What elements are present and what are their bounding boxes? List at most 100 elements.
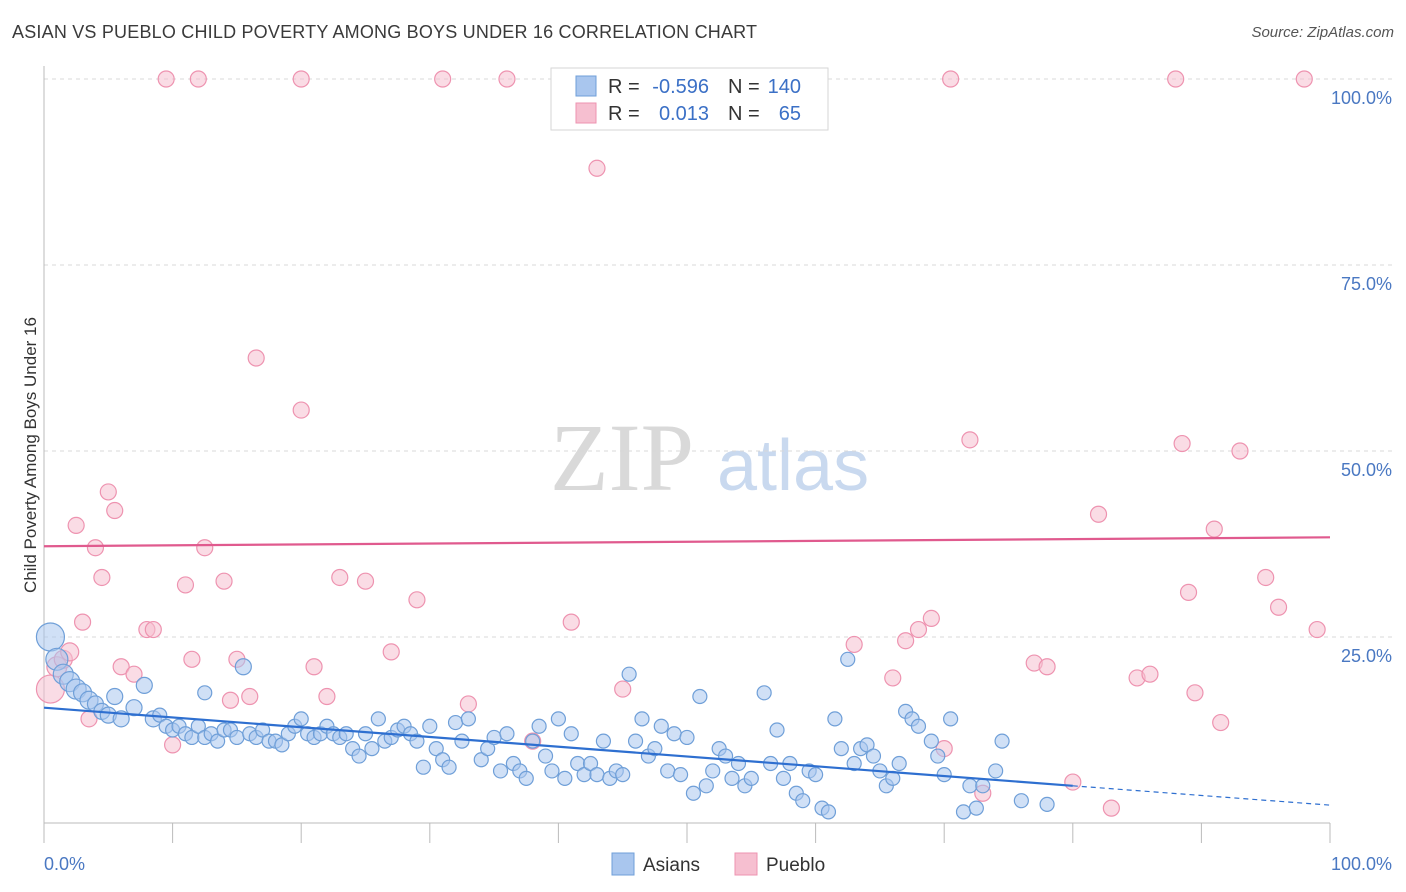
asian-point xyxy=(820,804,837,820)
asian-trend-line xyxy=(43,706,1073,787)
pueblo-point xyxy=(1102,799,1120,817)
asian-point xyxy=(544,763,560,779)
asian-point xyxy=(357,726,374,742)
pueblo-point xyxy=(1064,773,1082,791)
pueblo-point xyxy=(157,70,175,88)
asian-point xyxy=(582,755,599,772)
asian-point xyxy=(210,733,226,749)
asian-point xyxy=(364,740,380,757)
asian-point xyxy=(679,729,695,746)
asian-point xyxy=(988,763,1004,779)
asian-point xyxy=(807,767,824,783)
asian-point xyxy=(891,755,907,772)
chart-title: ASIAN VS PUEBLO CHILD POVERTY AMONG BOYS… xyxy=(12,22,758,42)
pueblo-point xyxy=(1173,434,1191,453)
asian-point xyxy=(994,733,1010,749)
pueblo-point xyxy=(408,591,426,609)
pueblo-point xyxy=(196,539,214,557)
legend-swatch-asians xyxy=(575,75,597,97)
asian-point xyxy=(537,748,554,764)
pueblo-point xyxy=(922,609,940,628)
asian-point xyxy=(428,740,444,757)
pueblo-point xyxy=(189,70,207,88)
axes xyxy=(43,66,1331,843)
asian-point xyxy=(910,718,927,734)
pueblo-point xyxy=(614,680,632,698)
asian-point xyxy=(975,778,991,794)
asian-point xyxy=(743,770,759,786)
asian-point xyxy=(955,804,972,820)
asian-point xyxy=(846,755,862,772)
legend-bottom-asians: Asians xyxy=(643,855,700,876)
gridlines xyxy=(44,78,1392,638)
asian-point xyxy=(615,767,631,783)
pueblo-point xyxy=(183,650,201,668)
pueblo-point xyxy=(292,401,310,419)
watermark-atlas: atlas xyxy=(717,426,869,506)
pueblo-point xyxy=(884,669,902,687)
pueblo-point xyxy=(909,620,928,639)
asian-point xyxy=(621,666,637,682)
asian-point xyxy=(499,726,515,742)
asian-point xyxy=(229,729,245,746)
asian-point xyxy=(930,748,946,764)
asian-point xyxy=(923,733,939,749)
pueblo-point xyxy=(1141,665,1159,683)
asian-point xyxy=(705,763,721,779)
pueblo-point xyxy=(221,691,240,709)
pueblo-point xyxy=(247,349,265,367)
pueblo-point xyxy=(1269,598,1288,616)
asian-point xyxy=(293,711,309,727)
pueblo-point xyxy=(1186,684,1204,702)
pueblo-point xyxy=(588,159,606,177)
asian-point xyxy=(531,718,547,734)
legend-r-value-asians: -0.596 xyxy=(652,76,709,98)
asian-point xyxy=(460,711,476,727)
pueblo-point xyxy=(331,568,349,587)
pueblo-point xyxy=(144,620,162,639)
asian-point xyxy=(730,755,747,772)
legend-n-label: N = xyxy=(728,76,760,98)
pueblo-series xyxy=(35,70,1326,817)
asian-point xyxy=(35,622,66,652)
asian-point xyxy=(865,748,882,764)
asian-point xyxy=(685,785,702,801)
asian-point xyxy=(692,688,708,705)
asian-point xyxy=(447,714,464,731)
asian-point xyxy=(409,733,425,749)
asian-point xyxy=(441,759,457,775)
asian-point xyxy=(338,726,354,742)
pueblo-point xyxy=(292,70,310,88)
legend-bottom-swatch-pueblo xyxy=(734,852,758,876)
y-tick-label: 75.0% xyxy=(1341,274,1392,294)
asian-point xyxy=(647,740,663,757)
asian-point xyxy=(717,748,734,764)
asian-point xyxy=(859,737,875,753)
asian-trend-extension xyxy=(1072,785,1331,806)
pueblo-point xyxy=(112,658,130,676)
pueblo-point xyxy=(318,687,336,706)
watermark-zip: ZIP xyxy=(550,404,694,511)
legend-n-value-asians: 140 xyxy=(768,76,801,98)
pueblo-point xyxy=(215,572,233,590)
pueblo-point xyxy=(86,539,105,557)
y-tick-label: 50.0% xyxy=(1341,460,1392,480)
asian-point xyxy=(125,699,143,717)
pueblo-point xyxy=(1231,442,1249,460)
legend-bottom-pueblo: Pueblo xyxy=(766,855,825,876)
pueblo-point xyxy=(93,568,111,587)
asian-point xyxy=(473,752,489,768)
asian-point xyxy=(672,767,689,783)
asian-point xyxy=(833,740,849,757)
pueblo-point xyxy=(434,70,452,88)
pueblo-point xyxy=(498,70,516,88)
trend-lines xyxy=(43,536,1331,806)
pueblo-point xyxy=(845,635,863,654)
y-axis-title: Child Poverty Among Boys Under 16 xyxy=(21,317,40,593)
asian-point xyxy=(370,711,386,727)
pueblo-point xyxy=(67,516,85,535)
pueblo-point xyxy=(1257,568,1275,587)
pueblo-point xyxy=(1295,70,1313,88)
y-tick-label: 100.0% xyxy=(1331,88,1392,108)
asian-point xyxy=(653,718,669,734)
